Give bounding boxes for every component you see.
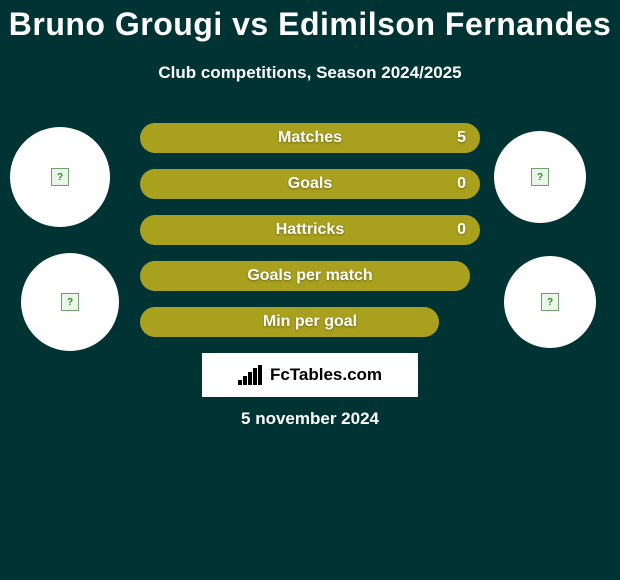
- stat-pill: Goals per match: [140, 261, 480, 291]
- broken-image-icon: ?: [541, 293, 559, 311]
- stats-list: Matches 5 Goals 0 Hattricks 0 Goals per match M…: [140, 123, 480, 353]
- stat-pill: Min per goal: [140, 307, 480, 337]
- broken-image-icon: ?: [61, 293, 79, 311]
- broken-image-icon: ?: [531, 168, 549, 186]
- page-title: Bruno Grougi vs Edimilson Fernandes: [0, 0, 620, 43]
- brand-text: FcTables.com: [270, 365, 382, 385]
- stat-label: Matches: [278, 129, 342, 147]
- comparison-card: Bruno Grougi vs Edimilson Fernandes Club…: [0, 0, 620, 580]
- broken-image-icon: ?: [51, 168, 69, 186]
- brand-badge: FcTables.com: [202, 353, 418, 397]
- avatar: ?: [10, 127, 110, 227]
- bar-chart-icon: [238, 365, 264, 385]
- stat-label: Hattricks: [276, 221, 344, 239]
- stat-right-value: 0: [457, 175, 466, 193]
- stat-right-value: 0: [457, 221, 466, 239]
- stat-pill: Matches 5: [140, 123, 480, 153]
- date-label: 5 november 2024: [0, 409, 620, 429]
- avatar: ?: [494, 131, 586, 223]
- stat-right-value: 5: [457, 129, 466, 147]
- stat-pill: Goals 0: [140, 169, 480, 199]
- stat-label: Goals: [288, 175, 332, 193]
- stat-label: Goals per match: [247, 267, 372, 285]
- avatar: ?: [504, 256, 596, 348]
- stat-pill: Hattricks 0: [140, 215, 480, 245]
- page-subtitle: Club competitions, Season 2024/2025: [0, 63, 620, 83]
- stat-label: Min per goal: [263, 313, 357, 331]
- avatar: ?: [21, 253, 119, 351]
